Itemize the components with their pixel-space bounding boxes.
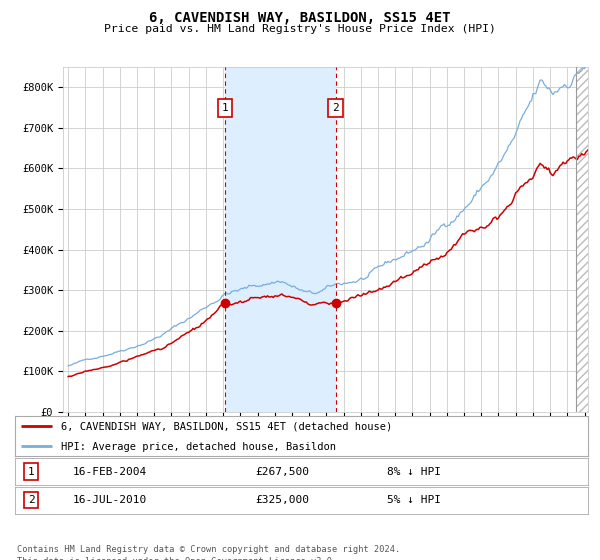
- Text: 6, CAVENDISH WAY, BASILDON, SS15 4ET (detached house): 6, CAVENDISH WAY, BASILDON, SS15 4ET (de…: [61, 422, 392, 432]
- Bar: [576, 67, 593, 412]
- Text: 2: 2: [332, 102, 339, 113]
- Bar: [225, 67, 335, 412]
- Text: £325,000: £325,000: [256, 495, 310, 505]
- Text: 16-FEB-2004: 16-FEB-2004: [73, 466, 146, 477]
- Text: 6, CAVENDISH WAY, BASILDON, SS15 4ET: 6, CAVENDISH WAY, BASILDON, SS15 4ET: [149, 11, 451, 25]
- Text: 1: 1: [222, 102, 229, 113]
- Text: 16-JUL-2010: 16-JUL-2010: [73, 495, 146, 505]
- Text: This data is licensed under the Open Government Licence v3.0.: This data is licensed under the Open Gov…: [17, 557, 337, 560]
- Bar: [576, 67, 593, 412]
- Text: Price paid vs. HM Land Registry's House Price Index (HPI): Price paid vs. HM Land Registry's House …: [104, 24, 496, 34]
- Text: 1: 1: [28, 466, 34, 477]
- Text: 5% ↓ HPI: 5% ↓ HPI: [388, 495, 442, 505]
- Text: Contains HM Land Registry data © Crown copyright and database right 2024.: Contains HM Land Registry data © Crown c…: [17, 545, 400, 554]
- Text: 2: 2: [28, 495, 34, 505]
- Text: £267,500: £267,500: [256, 466, 310, 477]
- Text: HPI: Average price, detached house, Basildon: HPI: Average price, detached house, Basi…: [61, 442, 336, 452]
- Text: 8% ↓ HPI: 8% ↓ HPI: [388, 466, 442, 477]
